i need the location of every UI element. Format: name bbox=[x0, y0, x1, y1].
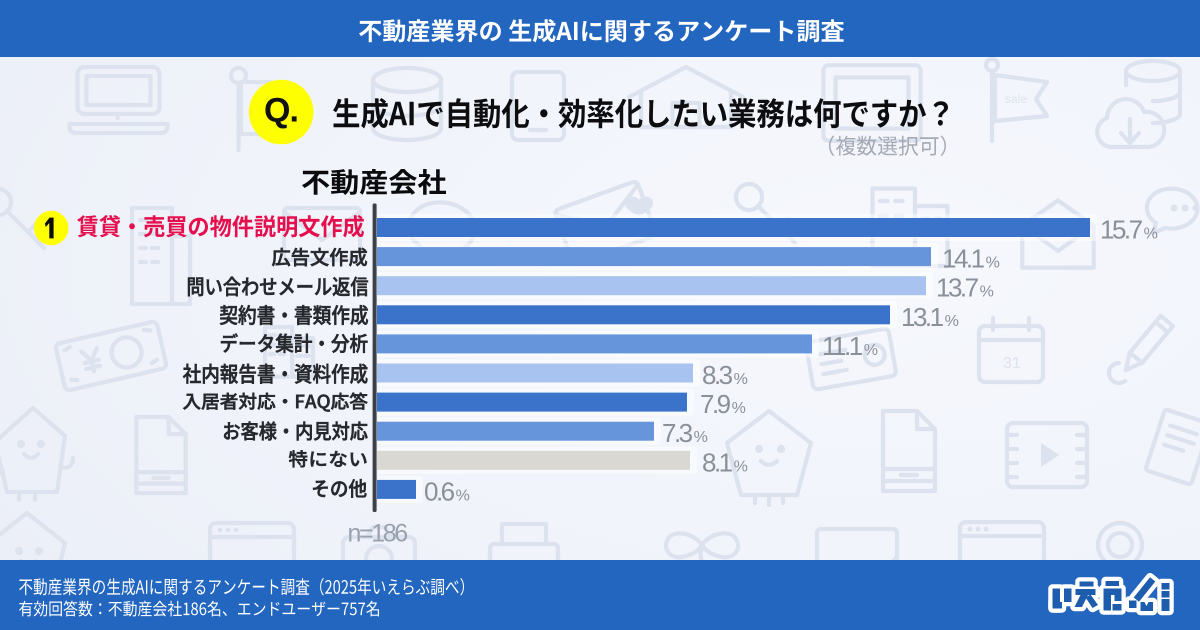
svg-text:31: 31 bbox=[1003, 355, 1021, 372]
svg-text:0.6%: 0.6% bbox=[424, 476, 470, 506]
svg-text:sale: sale bbox=[1005, 92, 1027, 106]
svg-text:n=186: n=186 bbox=[348, 520, 408, 548]
svg-text:Q.: Q. bbox=[264, 91, 298, 129]
